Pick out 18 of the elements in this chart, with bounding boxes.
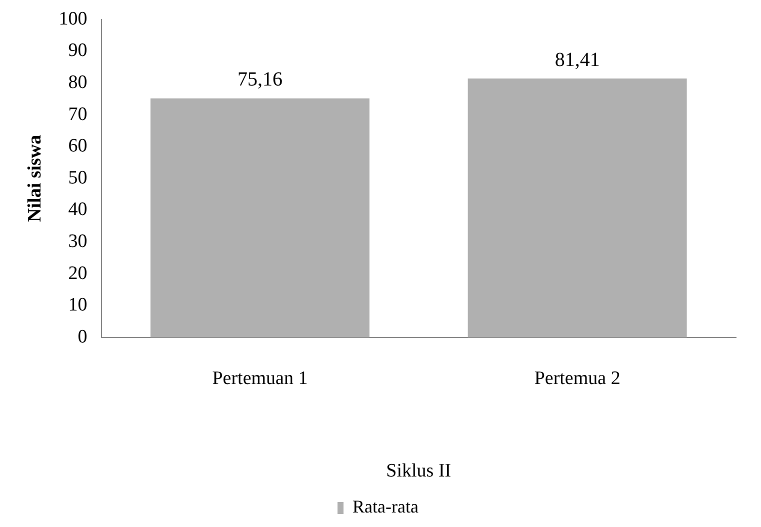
y-tick-label: 10	[68, 294, 88, 316]
y-tick-label: 0	[78, 326, 88, 348]
text: 75,16	[237, 68, 282, 91]
y-tick-label: 70	[68, 104, 88, 125]
x-tick-label: Pertemuan 1	[212, 368, 308, 389]
y-tick-label: 90	[68, 40, 88, 62]
y-tick-label: 40	[68, 199, 88, 220]
y-tick-label: 60	[68, 136, 88, 157]
text: 81,41	[554, 48, 600, 71]
y-tick-label: 80	[68, 72, 88, 93]
y-tick-label: 100	[58, 8, 88, 30]
y-tick-label: 30	[68, 230, 88, 252]
y-axis-title: Nilai siswa	[24, 134, 46, 222]
x-tick-label: Pertemua 2	[534, 368, 620, 389]
y-tick-label: 50	[68, 167, 88, 188]
y-tick-label: 20	[68, 262, 88, 284]
legend-label: Rata-rata	[352, 496, 418, 517]
x-axis-title: Siklus II	[386, 460, 452, 482]
